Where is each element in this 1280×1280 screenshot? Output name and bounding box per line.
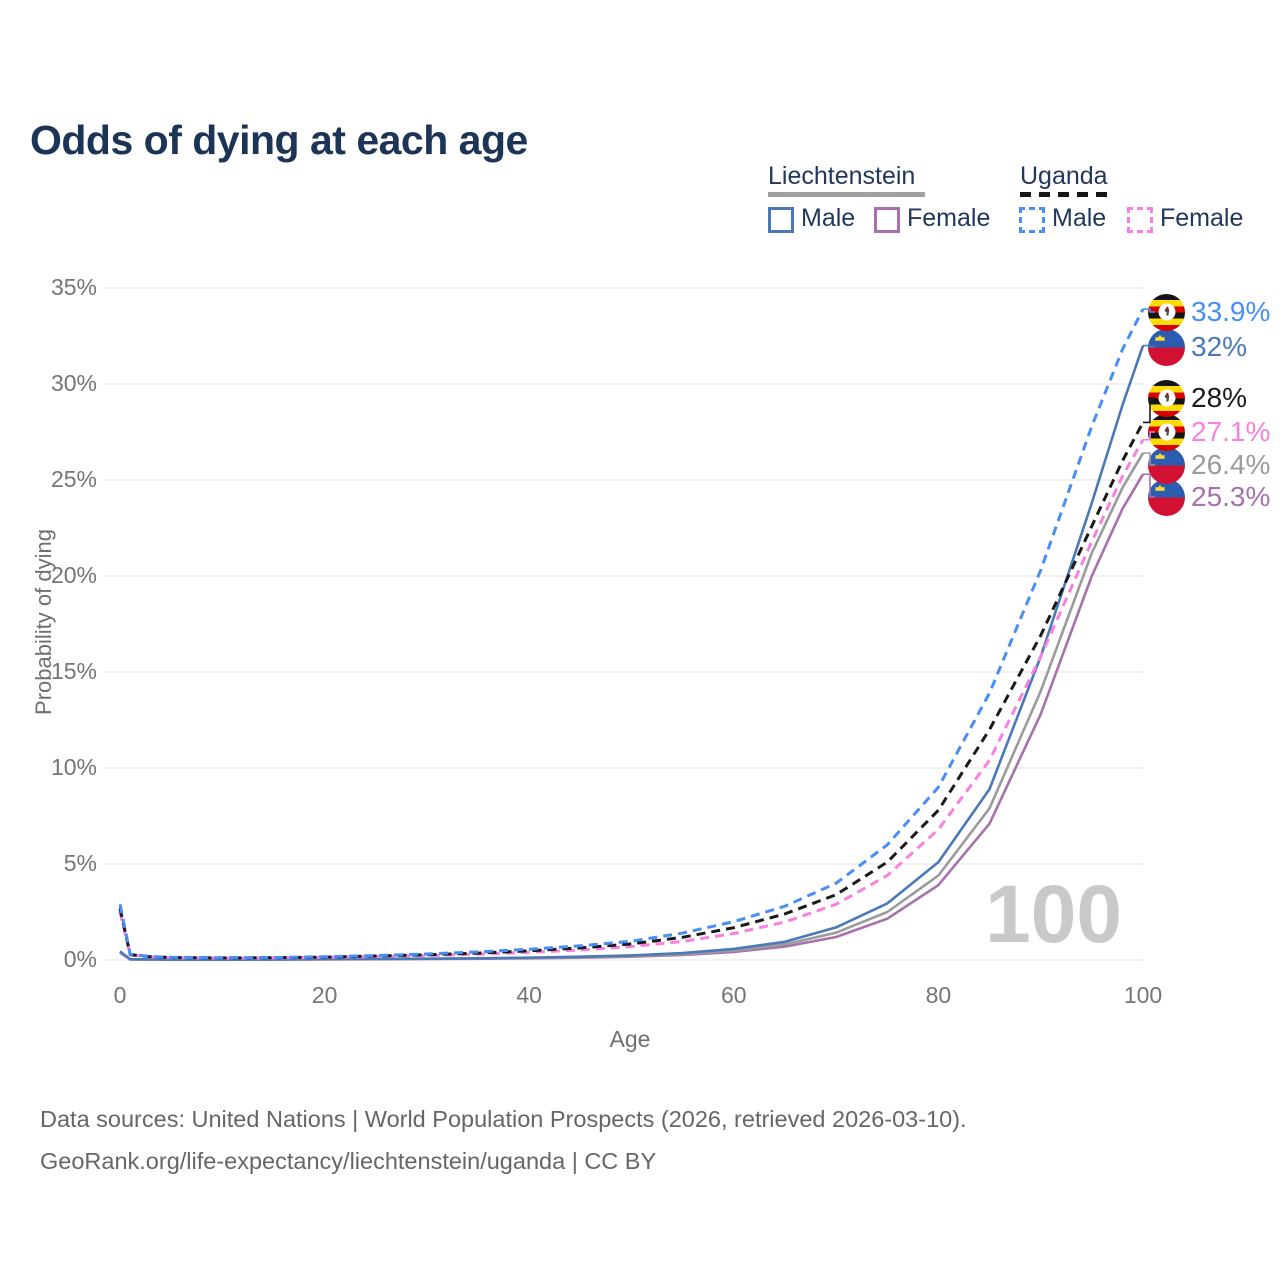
- liechtenstein-flag-icon: [1148, 478, 1185, 516]
- legend-swatch-liechtenstein-female[interactable]: [874, 207, 900, 233]
- legend-label-liechtenstein-female[interactable]: Female: [907, 204, 991, 232]
- y-tick-label: 25%: [50, 466, 97, 492]
- y-tick-label: 20%: [50, 562, 97, 588]
- uganda-flag-icon: [1148, 413, 1185, 451]
- y-tick-label: 10%: [50, 754, 97, 780]
- y-tick-label: 5%: [63, 850, 97, 876]
- legend-label-liechtenstein-male[interactable]: Male: [801, 204, 856, 232]
- end-label-liechtenstein-male: 32%: [1148, 328, 1247, 366]
- uganda-flag-icon: [1148, 293, 1185, 331]
- legend-group-uganda[interactable]: Uganda: [1020, 162, 1108, 190]
- legend-swatch-liechtenstein-male[interactable]: [768, 207, 794, 233]
- x-tick-label: 100: [1123, 982, 1163, 1008]
- x-tick-label: 60: [721, 982, 747, 1008]
- end-label-value: 33.9%: [1191, 296, 1271, 327]
- end-label-uganda-both-sexes: 28%: [1148, 379, 1247, 417]
- y-tick-label: 0%: [63, 946, 97, 972]
- legend-swatch-uganda-male[interactable]: [1019, 207, 1045, 233]
- legend-line-sample-uganda: [1020, 192, 1109, 197]
- legend-group-liechtenstein[interactable]: Liechtenstein: [768, 162, 916, 190]
- end-label-uganda-female: 27.1%: [1148, 413, 1270, 451]
- series-line-uganda-male[interactable]: [118, 308, 1145, 960]
- data-sources-text: Data sources: United Nations | World Pop…: [40, 1106, 967, 1132]
- end-label-value: 26.4%: [1191, 449, 1271, 480]
- age-watermark: 100: [985, 869, 1122, 960]
- legend-label-uganda-male[interactable]: Male: [1052, 204, 1107, 232]
- uganda-flag-icon: [1148, 379, 1185, 417]
- end-label-liechtenstein-both-sexes: 26.4%: [1148, 446, 1270, 484]
- x-tick-label: 20: [311, 982, 338, 1008]
- x-tick-label: 40: [516, 982, 542, 1008]
- y-tick-label: 30%: [50, 370, 97, 396]
- end-label-value: 28%: [1191, 382, 1248, 413]
- end-label-value: 27.1%: [1191, 416, 1271, 447]
- x-tick-label: 80: [925, 982, 952, 1008]
- y-axis-title: Probability of dying: [31, 529, 56, 715]
- page-title: Odds of dying at each age: [30, 117, 528, 164]
- x-tick-label: 0: [113, 982, 127, 1008]
- y-tick-label: 15%: [50, 658, 97, 684]
- end-label-uganda-male: 33.9%: [1148, 293, 1270, 331]
- y-tick-label: 35%: [50, 274, 97, 300]
- liechtenstein-flag-icon: [1148, 446, 1185, 484]
- liechtenstein-flag-icon: [1148, 328, 1185, 366]
- attribution-link[interactable]: GeoRank.org/life-expectancy/liechtenstei…: [40, 1148, 657, 1174]
- end-label-value: 32%: [1191, 331, 1248, 362]
- end-label-value: 25.3%: [1191, 481, 1271, 512]
- x-axis-title: Age: [609, 1026, 651, 1052]
- legend-line-sample-liechtenstein: [768, 192, 925, 197]
- legend-swatch-uganda-female[interactable]: [1127, 207, 1153, 233]
- legend-label-uganda-female[interactable]: Female: [1160, 204, 1244, 232]
